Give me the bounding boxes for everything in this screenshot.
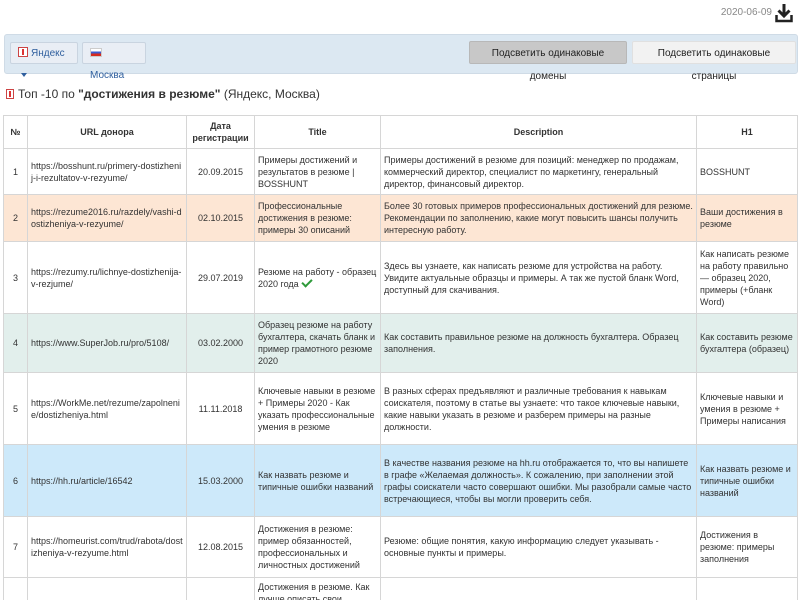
row-date: 03.02.2000 [186,313,255,373]
row-h1: Как написать резюме на работу правильно … [696,241,798,314]
row-title: Достижения в резюме. Как лучше описать с… [254,577,381,600]
highlight-pages-button[interactable]: Подсветить одинаковые страницы [632,41,796,82]
row-date: 12.08.2015 [186,516,255,578]
row-h1: Ваши достижения в резюме [696,194,798,242]
row-h1: Достижения в резюме: примеры заполнения [696,516,798,578]
row-date: 02.10.2015 [186,194,255,242]
row-date: 15.03.2000 [186,444,255,517]
row-h1 [696,577,798,600]
filter-bar: Яндекс Москва Подсветить одинаковые доме… [4,34,798,82]
chevron-down-icon [21,73,27,77]
page-title: Топ -10 по "достижения в резюме" (Яндекс… [6,87,320,101]
row-h1: Как составить резюме бухгалтера (образец… [696,313,798,373]
row-url[interactable]: https://www.SuperJob.ru/pro/5108/ [27,313,187,373]
row-description: Примеры достижений в резюме для позиций:… [380,148,697,195]
search-engine-label: Яндекс [31,48,65,59]
row-url[interactable]: https://bosshunt.ru/primery-dostizhenij-… [27,148,187,195]
column-header-num[interactable]: № [3,115,28,149]
column-header-h1[interactable]: H1 [696,115,798,149]
row-url[interactable]: https://WorkMe.net/rezume/zapolnenie/dos… [27,372,187,445]
row-h1: BOSSHUNT [696,148,798,195]
row-number: 2 [3,194,28,242]
row-number: 7 [3,516,28,578]
row-description: В разных сферах предъявляют и различные … [380,372,697,445]
column-header-url[interactable]: URL донора [27,115,187,149]
row-description: В качестве названия резюме на hh.ru отоб… [380,444,697,517]
search-engine-dropdown[interactable]: Яндекс [10,42,78,77]
row-title: Резюме на работу - образец 2020 года [258,266,377,289]
yandex-icon [18,47,28,57]
row-title: Как назвать резюме и типичные ошибки наз… [254,444,381,517]
row-description: Как составить правильное резюме на должн… [380,313,697,373]
row-number: 3 [3,241,28,314]
top-bar: 2020-06-09 [0,0,800,30]
row-url[interactable]: https://homeurist.com/trud/rabota/dostiz… [27,516,187,578]
row-description [380,577,697,600]
table-row: 3 https://rezumy.ru/lichnye-dostizhenija… [3,241,798,314]
table-row: 7 https://homeurist.com/trud/rabota/dost… [3,516,798,578]
row-number: 1 [3,148,28,195]
checkmark-icon [301,275,313,288]
table-row: 5 https://WorkMe.net/rezume/zapolnenie/d… [3,372,798,445]
row-url[interactable]: https://hh.ru/article/16542 [27,444,187,517]
row-date: 11.11.2018 [186,372,255,445]
row-h1: Ключевые навыки и умения в резюме + Прим… [696,372,798,445]
row-number: 6 [3,444,28,517]
row-title: Профессиональные достижения в резюме: пр… [254,194,381,242]
row-title: Примеры достижений и результатов в резюм… [254,148,381,195]
row-title: Образец резюме на работу бухгалтера, ска… [254,313,381,373]
table-row: 4 https://www.SuperJob.ru/pro/5108/ 03.0… [3,313,798,373]
row-h1: Как назвать резюме и типичные ошибки наз… [696,444,798,517]
row-description: Резюме: общие понятия, какую информацию … [380,516,697,578]
row-number: 4 [3,313,28,373]
title-suffix: (Яндекс, Москва) [220,87,320,101]
report-date: 2020-06-09 [720,7,772,18]
row-title: Достижения в резюме: пример обязанностей… [254,516,381,578]
column-header-description[interactable]: Description [380,115,697,149]
region-selector[interactable]: Москва [82,42,146,81]
table-row: Достижения в резюме. Как лучше описать с… [3,577,798,600]
row-date: 20.09.2015 [186,148,255,195]
row-description: Здесь вы узнаете, как написать резюме дл… [380,241,697,314]
table-row: 1 https://bosshunt.ru/primery-dostizheni… [3,148,798,195]
title-prefix: Топ -10 по [18,87,79,101]
column-header-title[interactable]: Title [254,115,381,149]
yandex-icon [6,89,14,99]
row-url[interactable]: https://rezumy.ru/lichnye-dostizhenija-v… [27,241,187,314]
row-url[interactable]: https://rezume2016.ru/razdely/vashi-dost… [27,194,187,242]
russia-flag-icon [90,48,102,57]
table-header-row: № URL донора Дата регистрации Title Desc… [3,115,798,149]
row-number [3,577,28,600]
row-title: Ключевые навыки в резюме + Примеры 2020 … [254,372,381,445]
row-title-cell: Резюме на работу - образец 2020 года [254,241,381,314]
title-query: "достижения в резюме" [78,87,221,101]
row-date: 29.07.2019 [186,241,255,314]
table-row: 6 https://hh.ru/article/16542 15.03.2000… [3,444,798,517]
results-table: № URL донора Дата регистрации Title Desc… [3,115,798,600]
row-description: Более 30 готовых примеров профессиональн… [380,194,697,242]
region-label: Москва [90,70,125,81]
row-url[interactable] [27,577,187,600]
download-icon[interactable] [775,3,793,23]
highlight-domains-button[interactable]: Подсветить одинаковые домены [469,41,627,82]
row-date [186,577,255,600]
column-header-date[interactable]: Дата регистрации [186,115,255,149]
table-row: 2 https://rezume2016.ru/razdely/vashi-do… [3,194,798,242]
row-number: 5 [3,372,28,445]
